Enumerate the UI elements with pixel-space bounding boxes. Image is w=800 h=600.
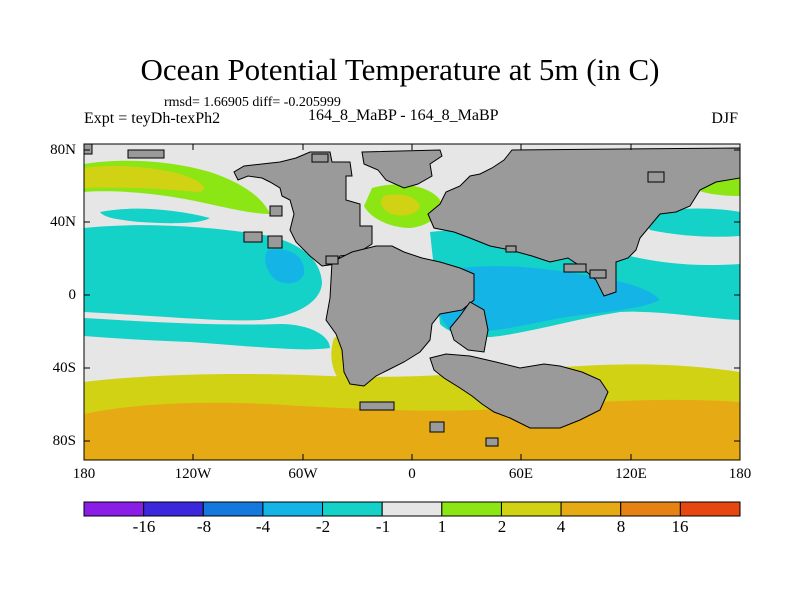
lat-label-40s: 40S (52, 360, 76, 376)
greenland-arctic (361, 149, 443, 189)
island-pacific-1 (505, 245, 517, 253)
figure-title: Ocean Potential Temperature at 5m (in C) (140, 52, 660, 87)
rmsd-diff-stats: rmsd= 1.66905 diff= -0.205999 (164, 95, 341, 110)
lat-label-40n: 40N (50, 214, 76, 230)
colorbar-swatch (202, 501, 264, 517)
north-pacific-olive (84, 166, 204, 192)
colorbar-swatch (679, 501, 741, 517)
lat-label-0: 0 (68, 287, 77, 303)
experiment-label: Expt = teyDh-texPh2 (84, 110, 221, 127)
land-masses (83, 143, 741, 447)
south-america-africa (325, 245, 475, 387)
lon-label-0: 0 (408, 466, 416, 482)
season-label: DJF (711, 110, 738, 127)
island-indonesia-2 (589, 269, 607, 279)
period-subtitle: 164_8_MaBP - 164_8_MaBP (308, 107, 499, 124)
island-japan-1 (647, 171, 665, 183)
island-alaska-2 (267, 235, 283, 249)
lon-label-120w: 120W (174, 466, 212, 482)
africa-south (449, 301, 489, 353)
island-arctic-3 (127, 149, 165, 159)
island-south-3 (485, 437, 499, 447)
south-cyan-belt (84, 318, 330, 350)
colorbar-label: 4 (556, 517, 566, 536)
colorbar-swatch (322, 501, 383, 517)
colorbar-swatch (83, 501, 145, 517)
island-canada-1 (269, 205, 283, 217)
lat-label-80s: 80S (52, 433, 76, 449)
pacific-cyan-north (640, 208, 740, 237)
north-america (233, 151, 373, 267)
eurasia (427, 147, 741, 297)
arctic-cyan (100, 208, 210, 224)
island-atlantic-1 (325, 255, 339, 265)
colorbar-swatch (441, 501, 502, 517)
island-arctic-2 (83, 143, 93, 155)
colorbar-label: 8 (616, 517, 626, 536)
lon-label-60w: 60W (288, 466, 318, 482)
island-indonesia-1 (563, 263, 587, 273)
lon-label-60e: 60E (508, 466, 534, 482)
colorbar-label: 16 (671, 517, 689, 536)
colorbar-label: -4 (255, 517, 271, 536)
colorbar-swatch (560, 501, 622, 517)
lon-label-120e: 120E (615, 466, 647, 482)
lon-label-180e: 180 (728, 466, 752, 482)
island-arctic-1 (311, 153, 329, 163)
lon-label-180w: 180 (72, 466, 96, 482)
colorbar-label: 2 (497, 517, 507, 536)
island-south-1 (359, 401, 395, 411)
lat-label-80n: 80N (50, 142, 76, 158)
map-ticks (83, 144, 741, 460)
colorbar-label: 1 (437, 517, 447, 536)
colorbar-swatch (620, 501, 681, 517)
colorbar (83, 501, 741, 517)
north-atlantic-olive (381, 194, 420, 216)
colorbar-swatch (262, 501, 324, 517)
colorbar-swatch (381, 501, 443, 517)
antarctica-australia (429, 353, 609, 429)
island-alaska-1 (243, 231, 263, 243)
island-south-2 (429, 421, 445, 433)
pacific-blue-patch (265, 249, 305, 284)
colorbar-label: -2 (315, 517, 331, 536)
colorbar-label: -8 (196, 517, 212, 536)
colorbar-swatch (143, 501, 204, 517)
colorbar-swatch (500, 501, 562, 517)
colorbar-label: -1 (375, 517, 391, 536)
colorbar-label: -16 (132, 517, 156, 536)
tropical-cyan-belt (84, 225, 322, 321)
